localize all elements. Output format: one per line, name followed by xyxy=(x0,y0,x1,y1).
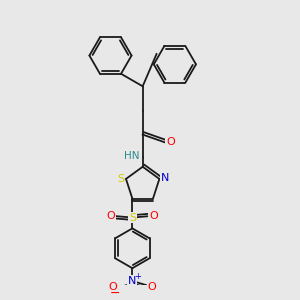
Text: O: O xyxy=(106,211,116,221)
Text: HN: HN xyxy=(124,151,139,160)
Text: N: N xyxy=(160,173,169,183)
Text: S: S xyxy=(117,174,124,184)
Text: O: O xyxy=(149,211,158,221)
Text: +: + xyxy=(134,272,141,281)
Text: N: N xyxy=(128,276,136,286)
Text: −: − xyxy=(110,287,120,300)
Text: O: O xyxy=(166,137,175,147)
Text: O: O xyxy=(108,282,117,292)
Text: S: S xyxy=(129,213,136,223)
Text: O: O xyxy=(148,282,156,292)
